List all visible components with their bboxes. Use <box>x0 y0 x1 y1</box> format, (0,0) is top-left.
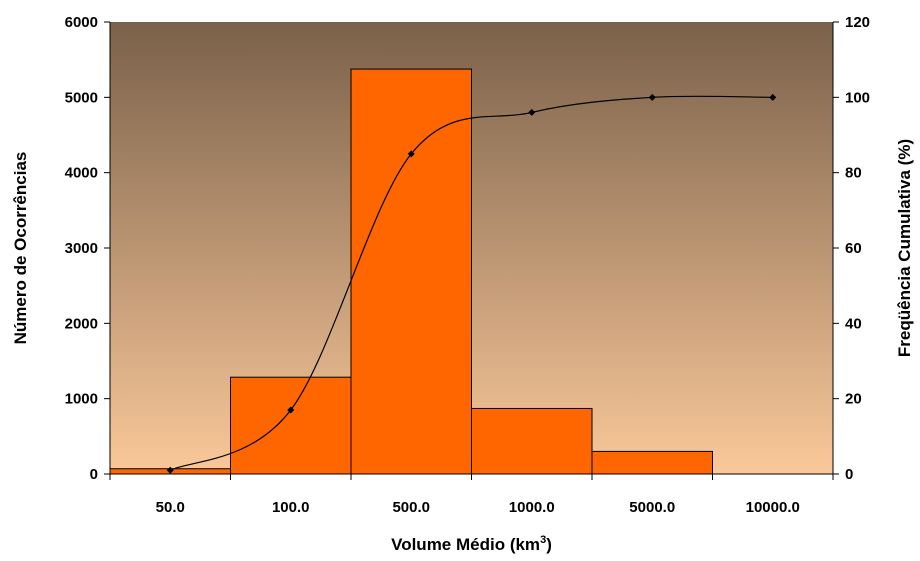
x-tick-label: 10000.0 <box>746 499 800 516</box>
x-tick-label: 100.0 <box>272 499 310 516</box>
x-axis-title-main: Volume Médio (km <box>391 535 540 554</box>
bar-100.0 <box>230 376 352 475</box>
y-tick-label: 5000 <box>65 89 98 106</box>
cumulative-point-500.0 <box>407 150 415 158</box>
x-tick-label: 500.0 <box>392 499 430 516</box>
cumulative-point-50.0 <box>166 466 174 474</box>
x-tick-label: 5000.0 <box>629 499 675 516</box>
x-tick-label: 1000.0 <box>509 499 555 516</box>
y2-tick-label: 0 <box>845 466 853 483</box>
y-tick-label: 3000 <box>65 240 98 257</box>
y2-tick-label: 80 <box>845 165 862 182</box>
x-tick-label: 50.0 <box>156 499 185 516</box>
x-axis-title: Volume Médio (km3) <box>391 534 552 554</box>
y-tick-label: 0 <box>90 466 98 483</box>
bar-5000.0 <box>591 450 713 475</box>
cumulative-point-1000.0 <box>528 108 536 116</box>
x-axis-title-suffix: ) <box>546 535 552 554</box>
y2-tick-label: 60 <box>845 240 862 257</box>
y2-tick-label: 120 <box>845 14 870 31</box>
y-axis-title: Número de Ocorrências <box>11 152 30 345</box>
cumulative-point-100.0 <box>287 406 295 414</box>
cumulative-point-5000.0 <box>648 93 656 101</box>
y2-tick-label: 40 <box>845 315 862 332</box>
bar-500.0 <box>350 68 472 475</box>
y2-tick-label: 20 <box>845 391 862 408</box>
y2-axis-title: Freqüência Cumulativa (%) <box>895 139 914 357</box>
y-tick-label: 1000 <box>65 391 98 408</box>
y-tick-label: 6000 <box>65 14 98 31</box>
y2-tick-label: 100 <box>845 89 870 106</box>
bar-1000.0 <box>471 407 593 475</box>
x-axis-title-superscript: 3 <box>540 534 546 546</box>
y-tick-label: 4000 <box>65 165 98 182</box>
y-tick-label: 2000 <box>65 315 98 332</box>
cumulative-point-10000.0 <box>769 93 777 101</box>
